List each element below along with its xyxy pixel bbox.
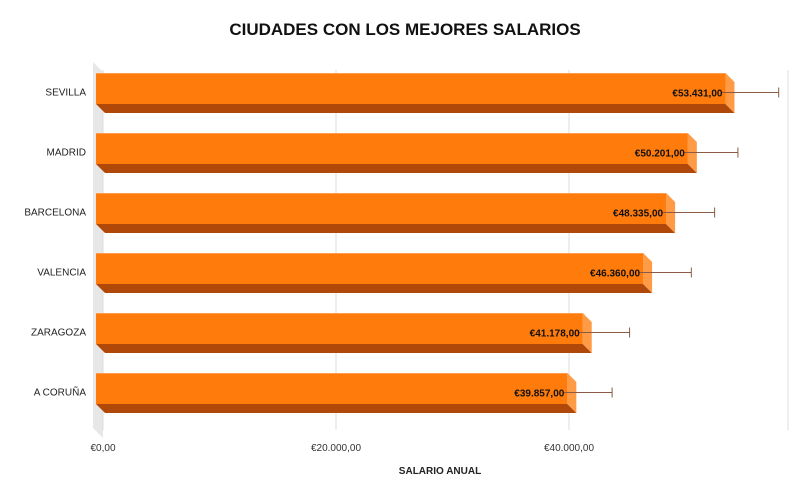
data-label: €50.201,00 <box>635 149 685 160</box>
y-tick-label: ZARAGOZA <box>31 328 86 339</box>
bar-group: €39.857,00 <box>96 373 613 413</box>
bar <box>96 253 644 284</box>
bar <box>96 133 688 164</box>
y-tick-label: A CORUÑA <box>34 386 87 399</box>
bar-group: €48.335,00 <box>96 193 716 233</box>
y-tick-label: BARCELONA <box>24 208 86 219</box>
data-label: €39.857,00 <box>514 389 564 400</box>
bar-bottom-face <box>96 164 697 173</box>
chart-title: CIUDADES CON LOS MEJORES SALARIOS <box>229 20 581 39</box>
x-tick-label: €20.000,00 <box>311 443 361 454</box>
bar-bottom-face <box>96 284 653 293</box>
bar-bottom-face <box>96 404 577 413</box>
bar-bottom-face <box>96 344 592 353</box>
data-label: €48.335,00 <box>613 209 663 220</box>
bar-group: €50.201,00 <box>96 133 739 173</box>
bar-bottom-face <box>96 104 735 113</box>
y-tick-label: MADRID <box>47 148 86 159</box>
bar-group: €41.178,00 <box>96 313 631 353</box>
bar <box>96 193 667 224</box>
y-tick-label: SEVILLA <box>45 88 86 99</box>
x-axis-title: SALARIO ANUAL <box>398 466 482 477</box>
x-tick-label: €40.000,00 <box>544 443 594 454</box>
y-tick-label: VALENCIA <box>37 268 86 279</box>
x-tick-label: €0,00 <box>90 443 115 454</box>
bar-group: €53.431,00 <box>96 73 780 113</box>
data-label: €41.178,00 <box>530 329 580 340</box>
data-label: €46.360,00 <box>590 269 640 280</box>
bar <box>96 373 568 404</box>
bar-group: €46.360,00 <box>96 253 692 293</box>
bar <box>96 313 583 344</box>
bar-bottom-face <box>96 224 676 233</box>
bar <box>96 73 726 104</box>
data-label: €53.431,00 <box>672 89 722 100</box>
